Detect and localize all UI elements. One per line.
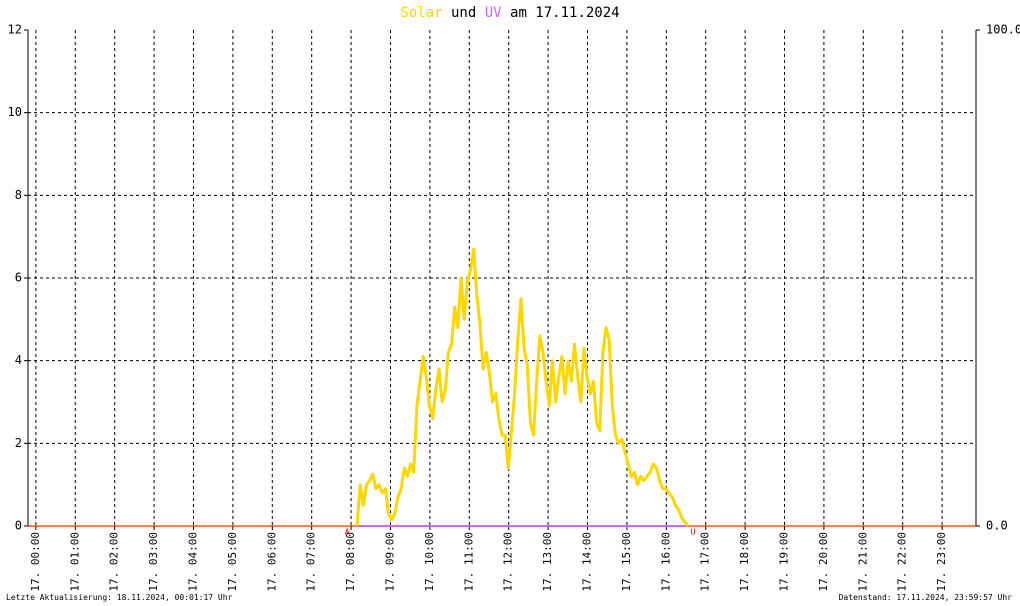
series-line: [355, 247, 690, 527]
y-tick-label: 8: [15, 188, 22, 202]
x-tick-label: 17. 05:00: [226, 532, 239, 592]
y-tick-label: 6: [15, 271, 22, 285]
x-tick-label: 17. 11:00: [462, 532, 475, 592]
chart-title: Solar und UV am 17.11.2024: [400, 5, 619, 21]
x-tick-label: 17. 16:00: [659, 532, 672, 592]
title-uv: UV: [485, 5, 502, 21]
x-tick-label: 17. 07:00: [305, 532, 318, 592]
title-solar: Solar: [400, 5, 442, 21]
y2-tick-label: 0.0: [986, 519, 1008, 533]
footer-left: Letzte Aktualisierung: 18.11.2024, 00:01…: [6, 593, 233, 602]
x-tick-label: 17. 03:00: [147, 532, 160, 592]
x-tick-label: 17. 00:00: [29, 532, 42, 592]
x-tick-label: 17. 19:00: [778, 532, 791, 592]
x-tick-label: 17. 18:00: [738, 532, 751, 592]
x-tick-label: 17. 10:00: [423, 532, 436, 592]
annotation: U: [691, 528, 696, 537]
x-tick-label: 17. 23:00: [935, 532, 948, 592]
x-tick-label: 17. 13:00: [541, 532, 554, 592]
x-tick-label: 17. 12:00: [502, 532, 515, 592]
x-tick-label: 17. 02:00: [108, 532, 121, 592]
footer-right: Datenstand: 17.11.2024, 23:59:57 Uhr: [839, 593, 1013, 602]
x-tick-label: 17. 21:00: [856, 532, 869, 592]
x-tick-label: 17. 20:00: [817, 532, 830, 592]
y-tick-label: 10: [8, 105, 22, 119]
x-tick-label: 17. 15:00: [620, 532, 633, 592]
x-tick-label: 17. 22:00: [896, 532, 909, 592]
x-tick-label: 17. 06:00: [265, 532, 278, 592]
y-tick-label: 0: [15, 519, 22, 533]
y2-tick-label: 100.0: [986, 23, 1020, 37]
title-date: am 17.11.2024: [510, 5, 620, 21]
x-tick-label: 17. 04:00: [186, 532, 199, 592]
x-tick-label: 17. 01:00: [68, 532, 81, 592]
x-tick-label: 17. 08:00: [344, 532, 357, 592]
title-connector: und: [451, 5, 476, 21]
annotation: A: [345, 528, 350, 537]
x-tick-label: 17. 17:00: [699, 532, 712, 592]
x-tick-label: 17. 14:00: [581, 532, 594, 592]
x-tick-label: 17. 09:00: [383, 532, 396, 592]
y-tick-label: 4: [15, 353, 22, 367]
y-tick-label: 2: [15, 436, 22, 450]
y-tick-label: 12: [8, 23, 22, 37]
